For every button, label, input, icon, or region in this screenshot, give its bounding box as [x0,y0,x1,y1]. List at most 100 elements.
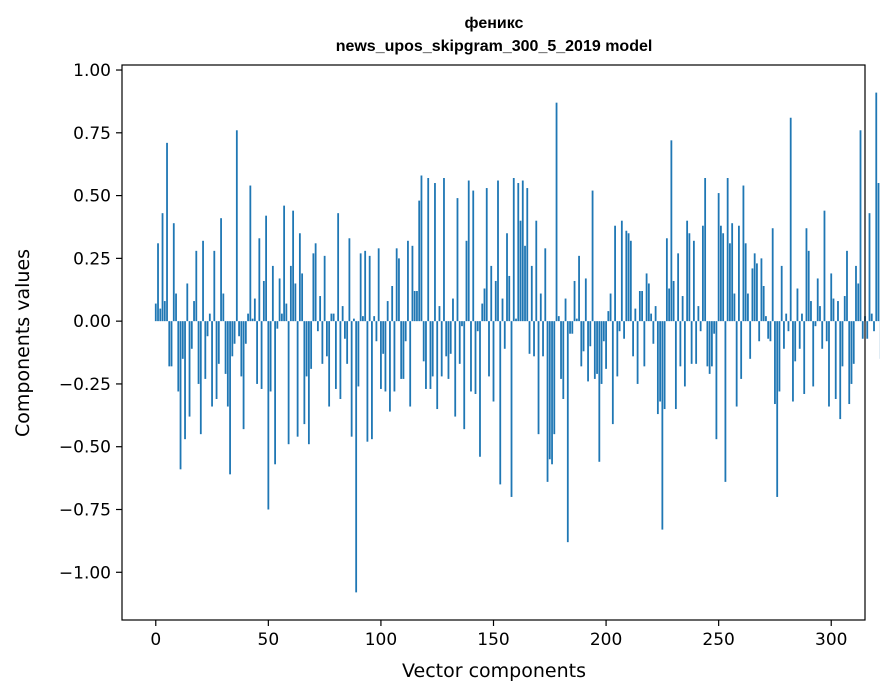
bar-component-279 [783,321,785,349]
bar-component-131 [449,321,452,354]
bar-component-241 [697,306,700,322]
bar-component-134 [456,198,459,322]
bar-component-320 [875,92,878,322]
bar-component-57 [283,205,286,322]
bar-component-308 [848,321,851,405]
bar-component-29 [220,218,222,322]
bar-component-189 [580,321,583,367]
bar-component-20 [199,321,202,435]
bar-component-150 [492,321,495,402]
bar-component-304 [839,321,842,420]
bar-component-33 [229,321,231,475]
bar-component-80 [334,321,337,389]
bar-component-221 [652,321,655,344]
bar-component-228 [668,288,671,322]
bar-component-287 [801,313,803,322]
bar-component-256 [731,223,734,322]
bar-component-171 [539,293,542,322]
bar-component-103 [386,301,389,322]
plot-frame [121,64,866,621]
bar-component-149 [490,265,493,322]
bar-component-250 [717,193,720,322]
x-tick-label: 300 [815,630,847,650]
bar-component-303 [837,301,839,322]
bar-component-119 [422,321,425,362]
bar-component-264 [749,321,752,359]
bar-component-193 [589,321,592,347]
y-axis-ticks: 1.00 0.75 0.50 0.25 0.00 −0.25 −0.50 −0.75 −1.00 [59,61,122,583]
bars-group [154,92,880,593]
x-tick-label: 200 [590,630,622,650]
bar-component-38 [240,321,243,377]
bar-component-254 [726,178,729,322]
bar-component-321 [877,183,880,322]
bar-component-107 [395,248,398,322]
bar-component-48 [262,280,265,322]
bar-component-2 [159,308,162,322]
bar-component-100 [380,321,382,389]
bar-component-235 [683,321,686,387]
bar-component-305 [841,321,844,367]
bar-component-83 [341,306,344,322]
bar-component-28 [217,321,220,364]
bar-component-25 [211,321,213,407]
bar-component-173 [544,248,547,322]
bar-component-106 [393,321,396,392]
bar-component-148 [488,321,490,377]
bar-component-78 [330,313,333,322]
bar-component-138 [465,240,468,322]
bar-component-216 [641,291,643,322]
bar-component-49 [265,215,267,322]
bar-component-278 [780,265,783,322]
bar-component-202 [609,293,612,322]
bar-component-7 [170,321,173,367]
bar-component-183 [566,321,569,543]
bar-component-231 [674,321,677,410]
bar-component-147 [485,188,488,322]
bar-component-226 [663,321,666,410]
bar-component-165 [526,188,529,322]
bar-component-60 [289,265,292,322]
y-tick-label: 0.00 [73,312,111,332]
y-tick-label: −0.75 [59,501,111,521]
bar-component-201 [607,311,610,322]
bar-component-55 [278,278,281,322]
y-tick-label: −0.25 [59,375,111,395]
bar-component-180 [560,321,562,379]
bar-component-19 [197,321,200,384]
bar-component-94 [366,321,369,442]
bar-component-167 [530,265,533,322]
bar-component-244 [704,178,707,322]
bar-component-275 [774,321,776,405]
bar-component-234 [681,296,684,322]
bar-component-169 [535,220,538,322]
bar-component-214 [636,321,639,384]
bar-component-9 [175,293,177,322]
bar-component-124 [434,183,436,322]
bar-component-30 [222,293,225,322]
bar-component-44 [253,298,256,322]
bar-component-205 [616,321,619,377]
bar-component-239 [692,240,695,322]
bar-component-133 [454,321,457,417]
bar-component-224 [659,321,662,402]
bar-component-318 [870,313,873,322]
bar-component-288 [803,321,806,394]
bar-component-249 [715,321,718,440]
bar-component-217 [643,321,646,367]
bar-component-53 [274,321,276,465]
bar-component-230 [672,280,675,322]
bar-component-93 [364,250,367,322]
x-tick-label: 100 [365,630,397,650]
bar-component-41 [247,313,249,322]
chart-title-line1: феникс [465,15,524,32]
bar-component-88 [353,318,355,322]
bar-component-99 [377,248,380,322]
bar-component-18 [195,250,198,322]
bar-component-270 [762,286,765,322]
bar-component-233 [679,321,682,367]
bar-component-204 [614,225,616,322]
bar-component-181 [562,321,565,399]
bar-component-271 [765,316,767,322]
